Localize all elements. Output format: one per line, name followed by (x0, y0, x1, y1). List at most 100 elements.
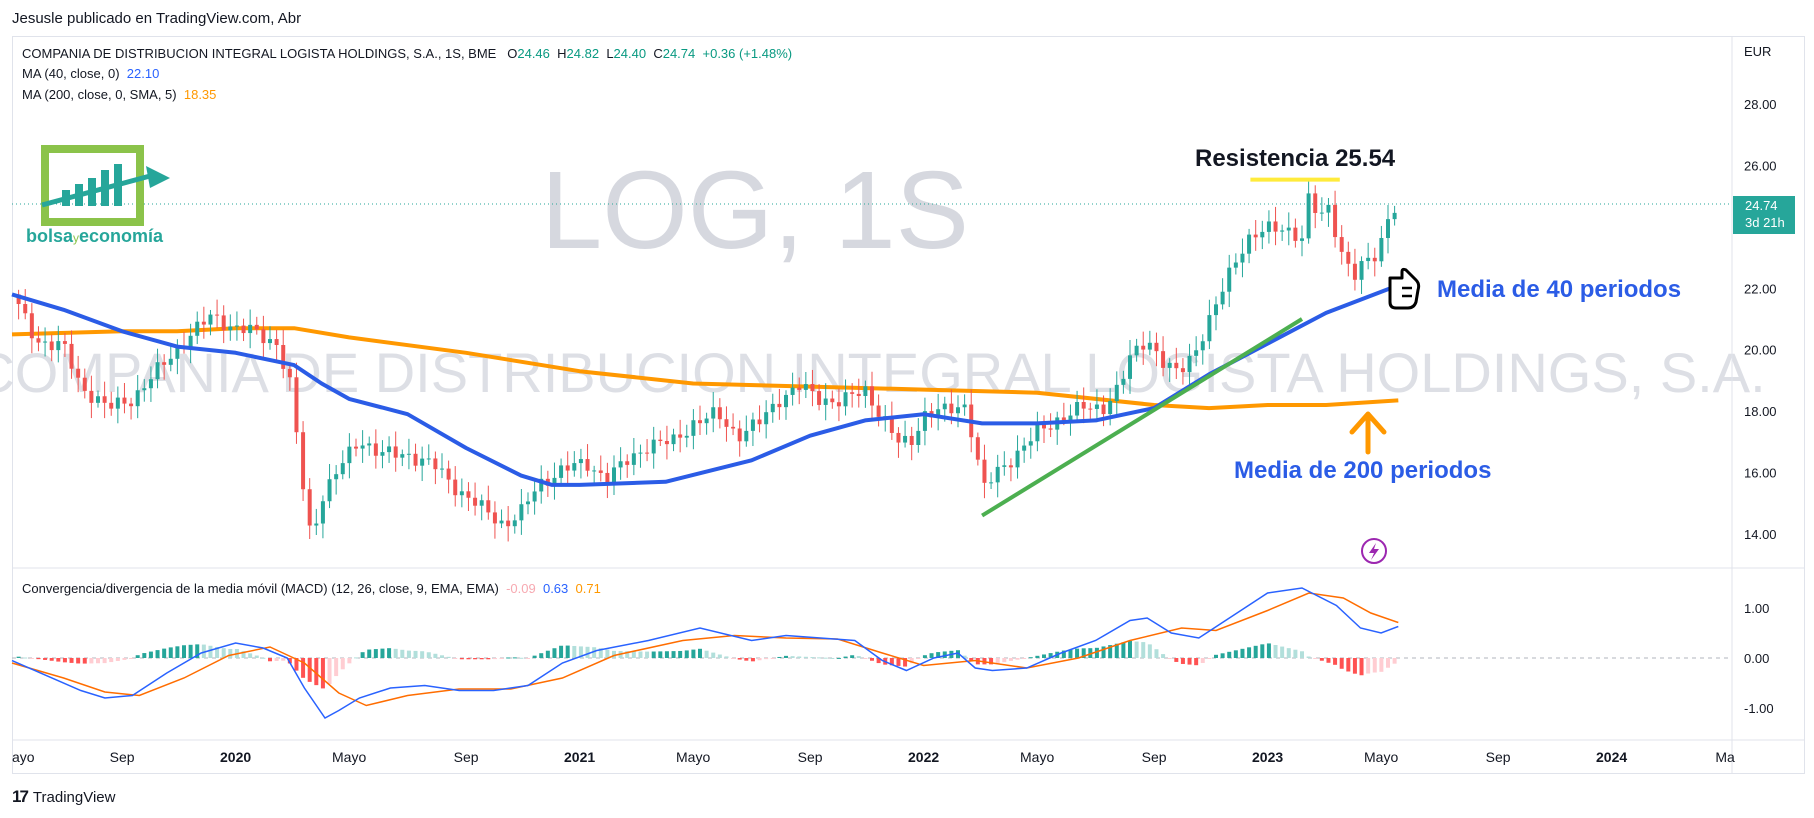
macd-hist-bar (704, 650, 709, 658)
time-tick-label: 2022 (908, 749, 939, 765)
candle-body (1280, 230, 1285, 232)
candle-body (274, 339, 279, 346)
macd-hist-bar (1346, 658, 1351, 672)
macd-hist-bar (664, 651, 669, 658)
macd-legend[interactable]: Convergencia/divergencia de la media móv… (22, 581, 601, 596)
candle-body (56, 341, 61, 351)
macd-hist-bar (148, 651, 153, 658)
macd-hist-bar (797, 656, 802, 658)
candle-body (1207, 315, 1212, 342)
candle-body (850, 392, 855, 394)
close-value: 24.74 (662, 46, 696, 61)
macd-hist-bar (492, 658, 497, 660)
candle-body (717, 407, 722, 420)
candle-body (691, 420, 696, 436)
macd-histogram-group (16, 641, 1397, 689)
candle-body (36, 338, 41, 343)
candle-body (1035, 424, 1040, 442)
macd-hist-bar (578, 646, 583, 658)
ma40-legend[interactable]: MA (40, close, 0) 22.10 (22, 66, 159, 81)
candle-body (1346, 251, 1351, 264)
candle-body (1379, 237, 1384, 262)
macd-hist-bar (1088, 648, 1093, 658)
macd-hist-bar (1035, 655, 1040, 658)
candle-body (413, 453, 418, 466)
candle-body (76, 368, 81, 378)
macd-hist-bar (16, 656, 21, 658)
candle-body (982, 459, 987, 483)
time-tick-label: 2023 (1252, 749, 1283, 765)
candle-body (241, 325, 246, 334)
macd-hist-bar (142, 653, 147, 658)
candle-body (453, 479, 458, 496)
candle-body (1319, 212, 1324, 214)
candle-body (492, 512, 497, 524)
symbol-legend[interactable]: COMPANIA DE DISTRIBUCION INTEGRAL LOGIST… (22, 46, 792, 61)
candle-body (1286, 227, 1291, 231)
bolsa-y-economia-logo: bolsayeconomía (26, 145, 170, 246)
macd-hist-bar (631, 651, 636, 658)
macd-hist-bar (698, 648, 702, 658)
candle-body (1008, 465, 1013, 468)
candle-body (287, 368, 292, 378)
lightning-icon[interactable] (1361, 538, 1387, 564)
candle-body (1134, 345, 1139, 356)
time-tick-label: Sep (454, 749, 479, 765)
macd-hist-bar (1300, 651, 1304, 658)
candle-body (82, 377, 87, 391)
chart-frame[interactable] (12, 36, 1805, 774)
macd-hist-bar (1247, 647, 1252, 658)
macd-hist-bar (162, 648, 167, 658)
macd-hist-bar (790, 656, 795, 658)
macd-hist-bar (301, 658, 306, 678)
candle-body (440, 468, 444, 470)
macd-hist-bar (413, 650, 418, 658)
candle-body (724, 419, 729, 427)
price-badge-countdown: 3d 21h (1745, 215, 1785, 230)
candle-body (479, 500, 484, 506)
macd-hist-bar (803, 656, 808, 658)
macd-tick-label: 1.00 (1744, 601, 1769, 616)
candle-body (1220, 291, 1225, 305)
price-tick-label: 16.00 (1744, 466, 1777, 481)
ma200-legend[interactable]: MA (200, close, 0, SMA, 5) 18.35 (22, 87, 216, 102)
macd-hist-bar (195, 644, 200, 658)
macd-hist-bar (367, 649, 372, 658)
macd-hist-bar (360, 652, 365, 658)
candle-body (201, 321, 206, 325)
candle-body (1293, 227, 1298, 241)
symbol-title: COMPANIA DE DISTRIBUCION INTEGRAL LOGIST… (22, 46, 497, 61)
tradingview-footer[interactable]: 17 TradingView (12, 787, 115, 807)
candle-body (903, 435, 908, 443)
time-axis-group[interactable]: ayo Sep 2020 Mayo Sep 2021 Mayo Sep 2022 Mayo Sep 2… (12, 749, 1735, 765)
candle-body (592, 470, 597, 472)
ma200-annotation: Media de 200 periodos (1234, 457, 1491, 484)
macd-hist-bar (1326, 658, 1331, 663)
price-axis-group[interactable]: 28.0026.0024.0022.0020.0018.0016.0014.00… (1744, 97, 1777, 716)
macd-hist-bar (942, 651, 947, 658)
price-tick-label: 20.00 (1744, 343, 1777, 358)
candle-body (1194, 350, 1199, 356)
candle-body (354, 446, 358, 449)
ma40-legend-label: MA (40, close, 0) (22, 66, 120, 81)
ma40-group (11, 283, 1400, 487)
macd-hist-bar (446, 656, 451, 658)
macd-hist-bar (1174, 658, 1179, 662)
macd-hist-bar (453, 658, 458, 659)
candle-body (1392, 212, 1397, 220)
candle-body (215, 314, 220, 316)
candle-body (234, 325, 239, 327)
macd-hist-bar (479, 658, 484, 660)
macd-hist-bar (744, 658, 749, 661)
macd-hist-bar (777, 656, 782, 658)
candle-body (320, 501, 325, 524)
candle-body (552, 477, 557, 486)
candle-body (519, 504, 524, 521)
resistance-annotation: Resistencia 25.54 (1195, 145, 1396, 172)
candles-group (16, 179, 1397, 542)
macd-hist-bar (750, 658, 755, 662)
macd-hist-bar (1068, 649, 1073, 658)
macd-hist-bar (201, 644, 206, 658)
candle-body (1028, 441, 1033, 446)
